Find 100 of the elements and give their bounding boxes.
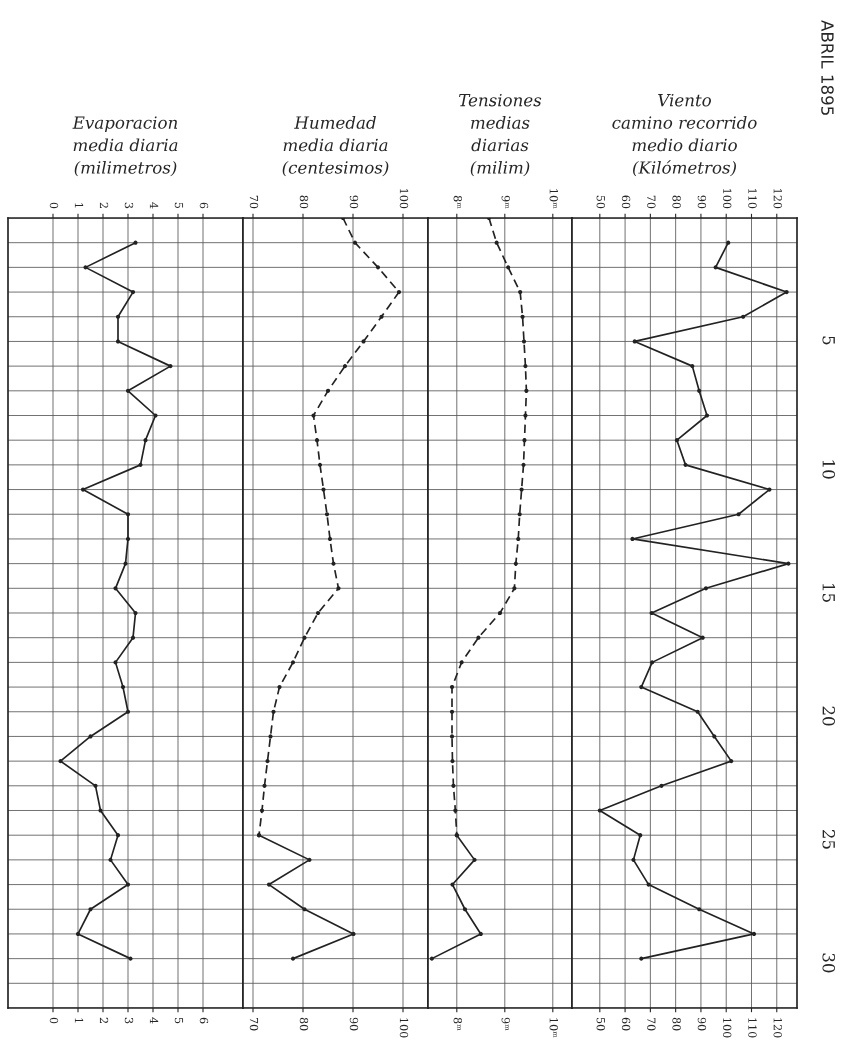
- x-tick-label: 1: [74, 1018, 84, 1023]
- point: [324, 512, 330, 517]
- point: [351, 931, 356, 937]
- x-tick-label: 80: [672, 1017, 681, 1031]
- point: [130, 635, 136, 640]
- x-tick-label: 90: [697, 1017, 707, 1031]
- point: [307, 857, 312, 862]
- point: [317, 462, 323, 467]
- point: [449, 684, 455, 690]
- point: [266, 882, 272, 887]
- x-tick-label: 8ᵐ: [453, 195, 462, 209]
- point: [125, 536, 131, 542]
- point: [449, 734, 455, 739]
- point: [125, 709, 131, 714]
- point: [302, 907, 307, 912]
- point: [523, 413, 528, 418]
- x-tick-label: 100: [399, 1018, 409, 1038]
- point: [271, 709, 276, 714]
- point: [168, 364, 173, 369]
- y-tick-label: 30: [822, 953, 836, 973]
- point: [325, 388, 331, 393]
- y-tick-label: 20: [822, 706, 836, 726]
- point: [75, 931, 81, 937]
- point: [522, 438, 527, 443]
- point: [361, 339, 366, 344]
- x-tick-label: 0: [49, 1017, 59, 1024]
- point: [521, 462, 526, 467]
- text: ABRIL 1895: [821, 20, 834, 115]
- point: [516, 536, 521, 542]
- x-tick-label: 9ᵐ: [501, 195, 510, 209]
- point: [518, 289, 523, 295]
- point: [120, 684, 126, 690]
- point: [396, 289, 402, 295]
- x-tick-label: 90: [349, 1017, 359, 1031]
- point: [476, 635, 481, 640]
- x-tick-label: 2: [99, 1017, 109, 1024]
- chart-title: Tensiones medias diarias (milim): [459, 93, 542, 177]
- point: [506, 265, 511, 270]
- x-tick-label: 70: [249, 1017, 259, 1031]
- x-tick-label: 100: [722, 1018, 732, 1038]
- chart-title: Viento camino recorrido medio diario (Kilómetros): [612, 93, 757, 177]
- x-tick-label: 10ᵐ: [549, 189, 558, 209]
- point: [311, 413, 316, 418]
- point: [342, 364, 348, 369]
- point: [451, 783, 456, 788]
- point: [494, 240, 499, 245]
- y-tick-label: 25: [822, 829, 836, 849]
- point: [125, 512, 131, 517]
- point: [512, 586, 517, 591]
- x-tick-label: 4: [149, 1017, 159, 1024]
- point: [472, 857, 477, 862]
- point: [429, 956, 434, 961]
- point: [88, 734, 93, 739]
- point: [138, 462, 143, 467]
- point: [290, 660, 296, 665]
- point: [314, 438, 320, 443]
- point: [352, 240, 358, 245]
- point: [130, 289, 136, 295]
- x-tick-label: 70: [647, 1017, 656, 1031]
- point: [115, 833, 121, 838]
- point: [321, 487, 326, 492]
- y-tick-label: 10: [822, 460, 836, 479]
- point: [379, 314, 384, 319]
- x-tick-label: 5: [174, 1017, 184, 1024]
- point: [513, 561, 518, 566]
- point: [58, 759, 63, 764]
- point: [478, 931, 483, 937]
- point: [524, 388, 529, 393]
- point: [462, 907, 468, 912]
- point: [125, 388, 131, 393]
- point: [517, 512, 522, 517]
- chart-title: Evaporacion media diaria (milimetros): [72, 116, 178, 177]
- chart-title: Humedad media diaria (centesimos): [282, 115, 389, 177]
- point: [98, 808, 103, 813]
- point: [143, 438, 148, 443]
- x-tick-label: 80: [299, 1017, 309, 1031]
- point: [290, 956, 296, 961]
- point: [277, 684, 282, 690]
- point: [93, 783, 98, 788]
- x-tick-label: 120: [773, 1018, 782, 1038]
- y-tick-label: 5: [822, 336, 835, 345]
- point: [115, 339, 121, 344]
- x-tick-label: 60: [621, 1017, 631, 1031]
- point: [523, 364, 528, 369]
- point: [115, 314, 121, 319]
- x-tick-label: 50: [596, 1017, 605, 1031]
- point: [449, 709, 455, 714]
- y-tick-label: 15: [822, 584, 836, 602]
- point: [153, 413, 158, 418]
- point: [375, 265, 381, 270]
- point: [108, 857, 113, 862]
- point: [262, 783, 267, 788]
- x-tick-label: 3: [124, 1017, 134, 1024]
- point: [521, 339, 527, 344]
- point: [265, 759, 270, 764]
- point: [80, 487, 86, 492]
- point: [88, 907, 93, 912]
- point: [268, 734, 273, 739]
- x-tick-label: 110: [748, 1018, 757, 1038]
- point: [125, 882, 131, 887]
